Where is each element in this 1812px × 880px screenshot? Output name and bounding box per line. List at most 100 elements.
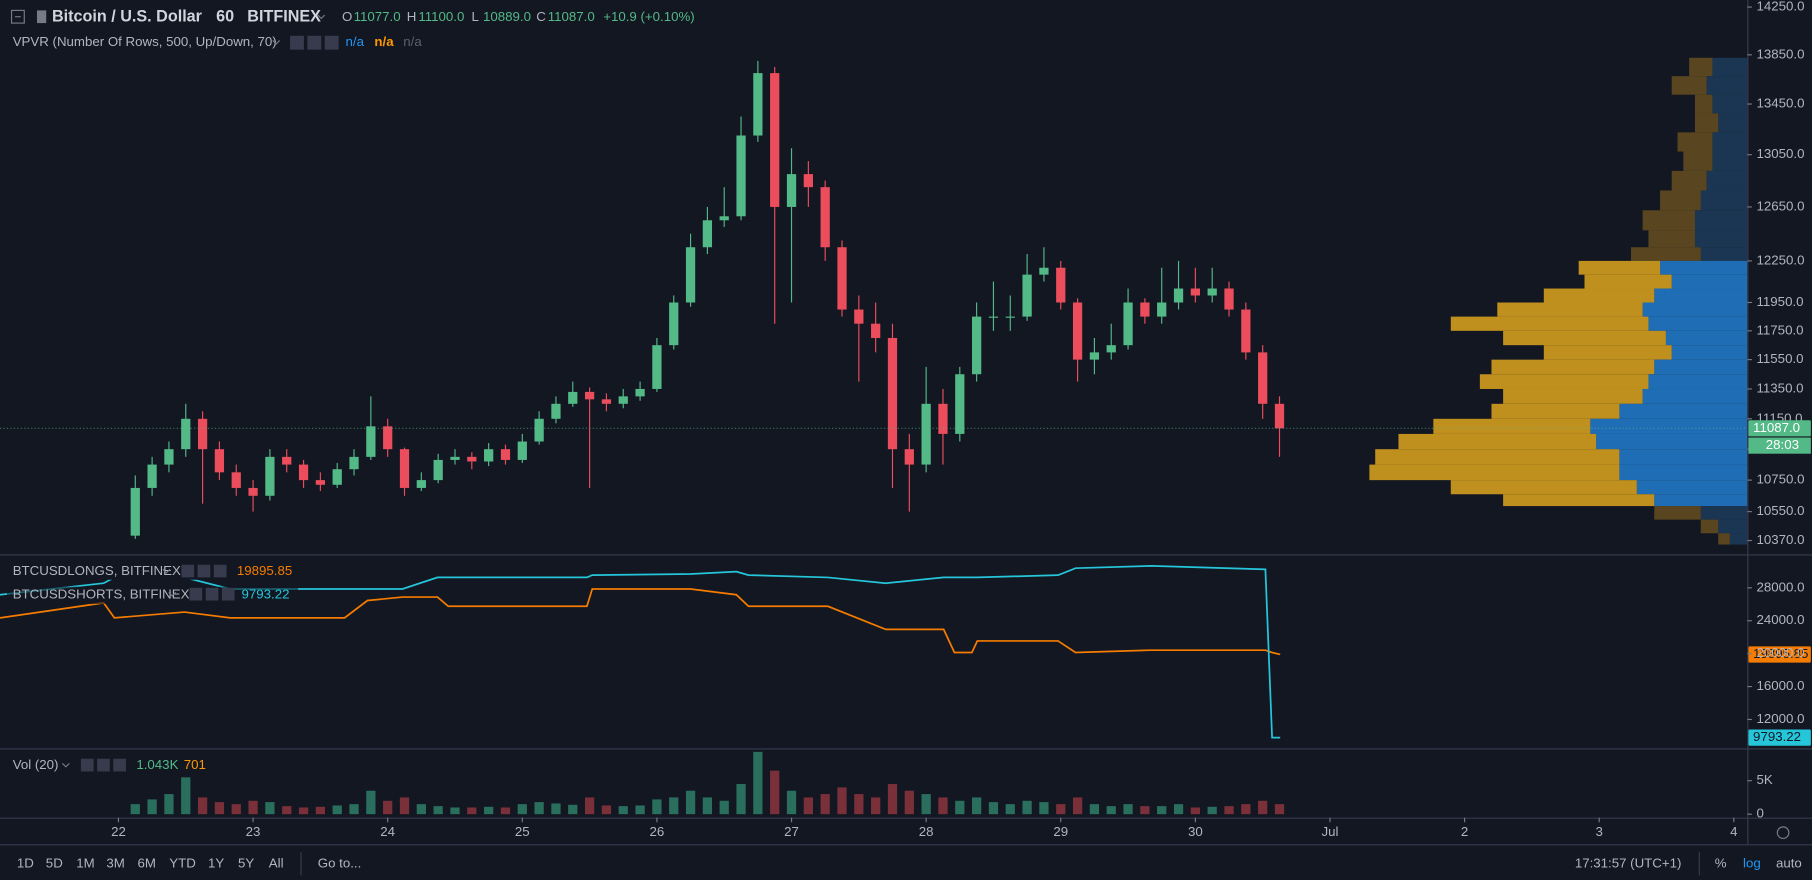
candle-body [383, 426, 393, 450]
range-button[interactable]: 6M [138, 855, 156, 870]
range-button[interactable]: 1Y [208, 855, 224, 870]
eye-icon[interactable] [189, 587, 203, 601]
candle-body [1207, 288, 1217, 296]
candle-body [988, 316, 999, 318]
settings-icon[interactable] [197, 564, 211, 578]
x-tick-label: 24 [380, 824, 395, 839]
volume-bar [383, 800, 393, 815]
interval[interactable]: 60 [216, 8, 234, 26]
volume-bar [669, 797, 679, 815]
exchange[interactable]: BITFINEX [247, 8, 321, 26]
vpvr-down [1671, 170, 1707, 191]
scale-option[interactable]: log [1743, 855, 1761, 870]
series-name[interactable]: BTCUSDSHORTS, BITFINEX [13, 586, 190, 601]
range-button[interactable]: 3M [106, 855, 124, 870]
volume-bar [887, 784, 898, 815]
y-tick-label: 16000.0 [1757, 678, 1805, 693]
indicator-title[interactable]: VPVR (Number Of Rows, 500, Up/Down, 70) [13, 34, 277, 49]
scale-option[interactable]: % [1715, 855, 1727, 870]
volume-bar [837, 787, 847, 815]
settings-gear[interactable] [1776, 826, 1790, 840]
candle-body [1190, 288, 1200, 296]
scale-option[interactable]: auto [1776, 855, 1802, 870]
candle-body [854, 309, 864, 324]
settings-icon[interactable] [97, 758, 110, 772]
vpvr-down [1648, 230, 1695, 248]
x-tick-label: 29 [1053, 824, 1068, 839]
range-button[interactable]: 5Y [238, 855, 254, 870]
close-icon[interactable] [113, 758, 126, 772]
settings-icon[interactable] [205, 587, 219, 601]
vpvr-up [1694, 210, 1748, 231]
range-button[interactable]: YTD [169, 855, 196, 870]
dropdown-caret[interactable] [317, 14, 326, 20]
eye-icon[interactable] [181, 564, 195, 578]
volume-bar [484, 806, 494, 815]
y-tick-label: 5K [1757, 772, 1773, 787]
volume-bar [854, 794, 864, 815]
volume-bar [971, 797, 982, 815]
panes [0, 57, 1748, 815]
x-tick-label: 2 [1461, 824, 1468, 839]
candle-body [1072, 302, 1083, 360]
vpvr-up [1700, 190, 1748, 211]
close-icon[interactable] [221, 587, 235, 601]
dropdown-caret[interactable] [162, 568, 171, 574]
series-line [0, 588, 1281, 656]
volume-bar [1258, 800, 1268, 815]
volume-bar [871, 797, 881, 815]
candle-body [837, 247, 847, 310]
vpvr-down [1584, 274, 1672, 289]
volume-value: 1.043K [136, 757, 178, 772]
y-tick-label: 12650.0 [1757, 198, 1805, 213]
close-icon[interactable] [213, 564, 227, 578]
vpvr-up [1671, 345, 1748, 360]
vpvr-up [1671, 274, 1748, 289]
close-icon[interactable] [324, 35, 339, 50]
candle-body [147, 464, 157, 488]
collapse-icon[interactable] [10, 9, 25, 24]
candle-body [770, 73, 780, 207]
vpvr-up [1712, 57, 1748, 77]
volume-title[interactable]: Vol (20) [13, 757, 59, 772]
vpvr-up [1718, 113, 1748, 133]
vpvr-down [1654, 506, 1701, 520]
candle-body [467, 456, 477, 462]
price-tag-label: 11087.0 [1753, 420, 1800, 435]
candle-body [618, 396, 628, 404]
vpvr-down [1497, 302, 1643, 317]
candle-body [568, 391, 578, 404]
series-name[interactable]: BTCUSDLONGS, BITFINEX [13, 563, 181, 578]
vpvr-up [1654, 288, 1748, 303]
vpvr-up [1654, 359, 1748, 375]
symbol-title[interactable]: Bitcoin / U.S. Dollar [52, 8, 203, 26]
y-tick-label: 10550.0 [1757, 503, 1805, 518]
candle-body [635, 388, 645, 397]
y-tick-label: 13850.0 [1757, 46, 1805, 61]
series-last-value: 9793.22 [242, 586, 290, 601]
range-button[interactable]: 5D [46, 855, 63, 870]
settings-icon[interactable] [307, 35, 322, 50]
dropdown-caret[interactable] [168, 592, 177, 597]
volume-bar [366, 790, 376, 815]
vpvr-up [1654, 494, 1748, 507]
indicator-value: n/a [403, 34, 422, 49]
ohlc-key: L [471, 9, 478, 24]
eye-icon[interactable] [290, 35, 304, 50]
volume-bar [450, 807, 460, 815]
axes: 14250.0 13850.0 13450.0 13050.0 12650.0 12250… [111, 0, 1811, 839]
countdown: 28:03 [1766, 437, 1799, 452]
range-button[interactable]: 1M [76, 855, 94, 870]
eye-icon[interactable] [80, 758, 94, 772]
ohlc-key: C [536, 9, 546, 24]
vpvr-down [1450, 316, 1649, 331]
range-button[interactable]: All [269, 855, 284, 870]
dropdown-caret[interactable] [61, 762, 70, 768]
range-button[interactable]: 1D [17, 855, 34, 870]
volume-bar [601, 805, 612, 815]
volume-bar [282, 806, 292, 815]
goto-button[interactable]: Go to... [318, 855, 362, 870]
volume-bar [803, 797, 813, 815]
dropdown-caret[interactable] [272, 40, 281, 45]
volume-bar [399, 797, 410, 815]
